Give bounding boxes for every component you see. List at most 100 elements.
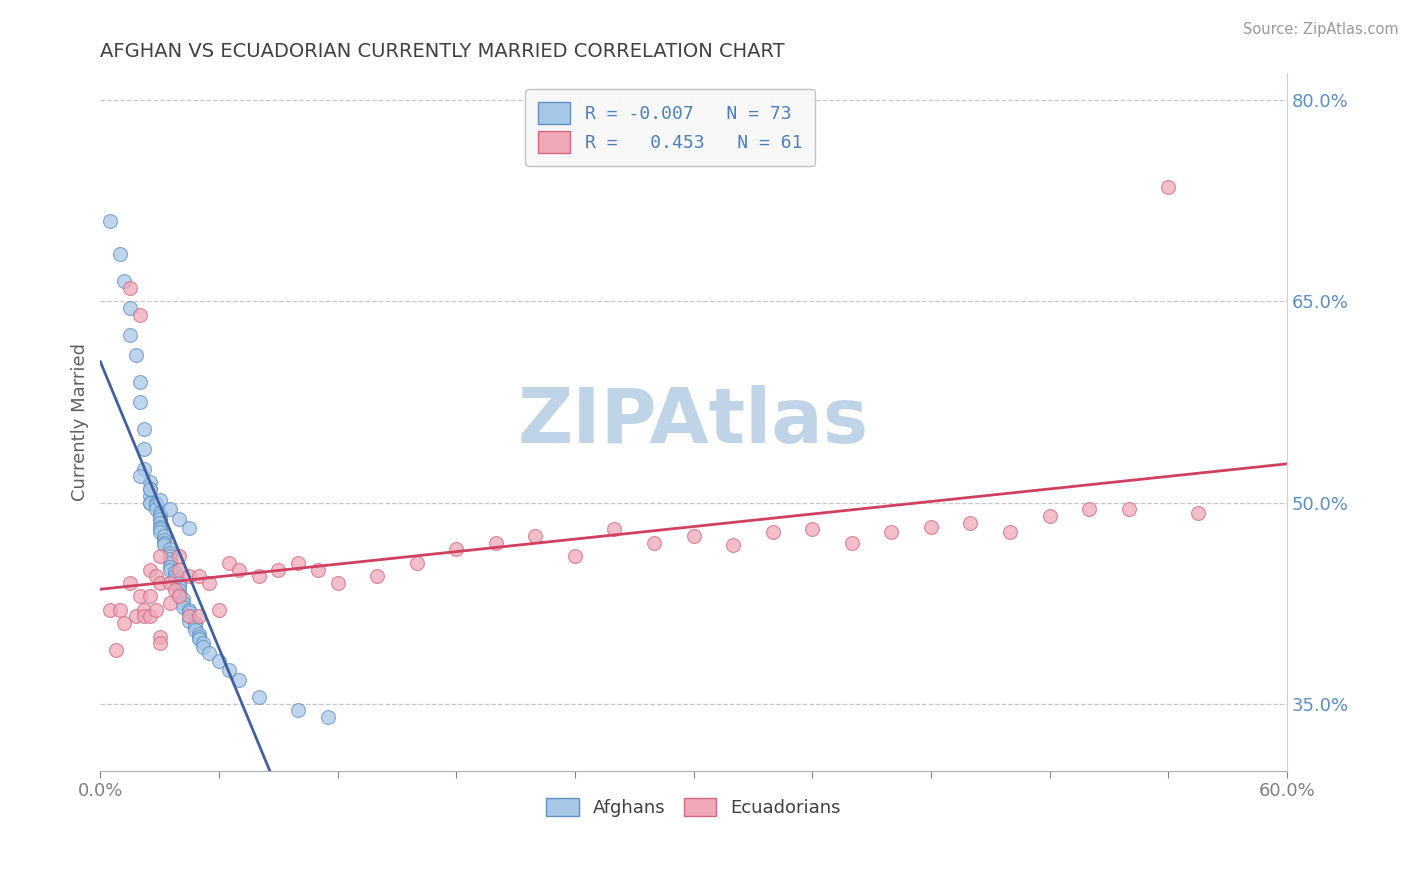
- Point: [125, 609, 148, 624]
- Point: [139, 482, 162, 496]
- Point: [485, 535, 508, 549]
- Point: [193, 636, 215, 650]
- Point: [149, 630, 172, 644]
- Point: [152, 533, 174, 547]
- Point: [139, 590, 162, 604]
- Point: [125, 348, 148, 362]
- Point: [149, 511, 172, 525]
- Point: [159, 551, 181, 566]
- Point: [132, 609, 155, 624]
- Point: [139, 475, 162, 490]
- Point: [179, 603, 201, 617]
- Point: [169, 511, 191, 525]
- Point: [188, 632, 211, 647]
- Point: [118, 301, 141, 315]
- Point: [159, 560, 181, 574]
- Point: [159, 502, 181, 516]
- Point: [108, 247, 131, 261]
- Point: [129, 375, 152, 389]
- Point: [149, 522, 172, 536]
- Point: [172, 600, 194, 615]
- Point: [920, 519, 942, 533]
- Point: [218, 663, 240, 677]
- Point: [169, 590, 191, 604]
- Point: [179, 521, 201, 535]
- Point: [139, 489, 162, 503]
- Point: [108, 603, 131, 617]
- Legend: Afghans, Ecuadorians: Afghans, Ecuadorians: [538, 790, 848, 824]
- Point: [247, 569, 270, 583]
- Point: [721, 538, 744, 552]
- Text: Source: ZipAtlas.com: Source: ZipAtlas.com: [1243, 22, 1399, 37]
- Point: [172, 592, 194, 607]
- Point: [188, 569, 211, 583]
- Point: [139, 495, 162, 509]
- Point: [159, 556, 181, 570]
- Point: [112, 616, 135, 631]
- Point: [169, 549, 191, 563]
- Point: [165, 582, 187, 597]
- Point: [165, 574, 187, 588]
- Point: [1187, 506, 1209, 520]
- Point: [198, 646, 221, 660]
- Point: [198, 576, 221, 591]
- Point: [129, 395, 152, 409]
- Point: [139, 482, 162, 496]
- Point: [152, 535, 174, 549]
- Point: [169, 582, 191, 597]
- Point: [145, 502, 167, 516]
- Point: [169, 576, 191, 591]
- Point: [169, 579, 191, 593]
- Point: [98, 603, 121, 617]
- Point: [145, 495, 167, 509]
- Point: [179, 609, 201, 624]
- Point: [98, 214, 121, 228]
- Point: [287, 703, 309, 717]
- Point: [132, 462, 155, 476]
- Point: [179, 606, 201, 620]
- Point: [208, 654, 231, 668]
- Point: [193, 640, 215, 655]
- Point: [132, 603, 155, 617]
- Point: [169, 590, 191, 604]
- Point: [118, 327, 141, 342]
- Point: [184, 616, 207, 631]
- Point: [959, 516, 981, 530]
- Point: [287, 556, 309, 570]
- Point: [228, 563, 250, 577]
- Point: [159, 549, 181, 563]
- Point: [152, 529, 174, 543]
- Point: [366, 569, 388, 583]
- Point: [159, 576, 181, 591]
- Point: [149, 524, 172, 539]
- Point: [179, 609, 201, 624]
- Point: [564, 549, 586, 563]
- Point: [152, 538, 174, 552]
- Point: [1078, 502, 1101, 516]
- Point: [184, 623, 207, 637]
- Point: [603, 522, 626, 536]
- Point: [841, 535, 863, 549]
- Point: [105, 643, 128, 657]
- Point: [179, 569, 201, 583]
- Point: [405, 556, 427, 570]
- Point: [218, 556, 240, 570]
- Text: ZIPAtlas: ZIPAtlas: [517, 385, 869, 459]
- Point: [149, 516, 172, 530]
- Point: [145, 569, 167, 583]
- Point: [149, 519, 172, 533]
- Point: [643, 535, 665, 549]
- Point: [307, 563, 329, 577]
- Point: [188, 630, 211, 644]
- Point: [169, 563, 191, 577]
- Point: [998, 524, 1021, 539]
- Point: [880, 524, 903, 539]
- Y-axis label: Currently Married: Currently Married: [72, 343, 89, 501]
- Point: [267, 563, 290, 577]
- Point: [132, 442, 155, 456]
- Point: [159, 596, 181, 610]
- Point: [149, 549, 172, 563]
- Point: [132, 422, 155, 436]
- Point: [129, 308, 152, 322]
- Point: [172, 596, 194, 610]
